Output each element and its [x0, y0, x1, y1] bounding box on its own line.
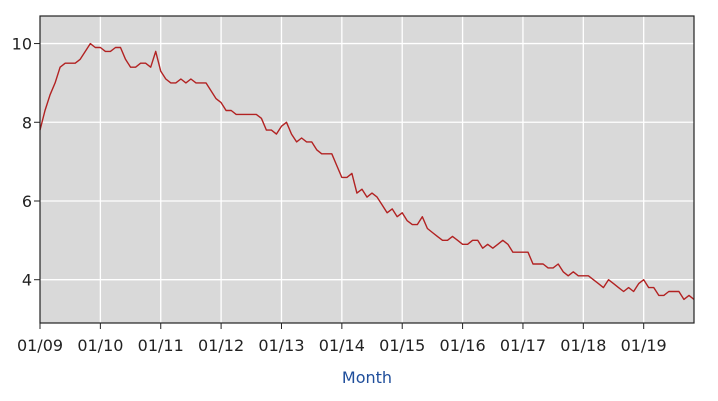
x-tick-label: 01/10 [77, 336, 123, 355]
plot-area [40, 16, 694, 323]
x-tick-label: 01/18 [560, 336, 606, 355]
series-layer [39, 42, 695, 301]
y-tick-label: 6 [22, 192, 32, 211]
x-tick-label: 01/12 [198, 336, 244, 355]
x-tick-label: 01/15 [379, 336, 425, 355]
x-tick-label: 01/13 [258, 336, 304, 355]
series-line [39, 42, 695, 301]
y-tick-label: 10 [12, 35, 32, 54]
y-tick-label: 4 [22, 271, 32, 290]
y-axis: 4 6 8 10 [12, 35, 40, 290]
x-tick-label: 01/09 [17, 336, 63, 355]
x-tick-label: 01/19 [621, 336, 667, 355]
x-tick-label: 01/11 [138, 336, 184, 355]
x-tick-label: 01/17 [500, 336, 546, 355]
grid-lines [40, 16, 694, 323]
plot-frame [39, 15, 695, 324]
x-axis-title: Month [342, 368, 392, 387]
x-axis: 01/09 01/10 01/11 01/12 01/13 01/14 01/15 01/16… [17, 323, 667, 355]
y-tick-label: 8 [22, 113, 32, 132]
x-tick-label: 01/14 [319, 336, 365, 355]
x-tick-label: 01/16 [440, 336, 486, 355]
